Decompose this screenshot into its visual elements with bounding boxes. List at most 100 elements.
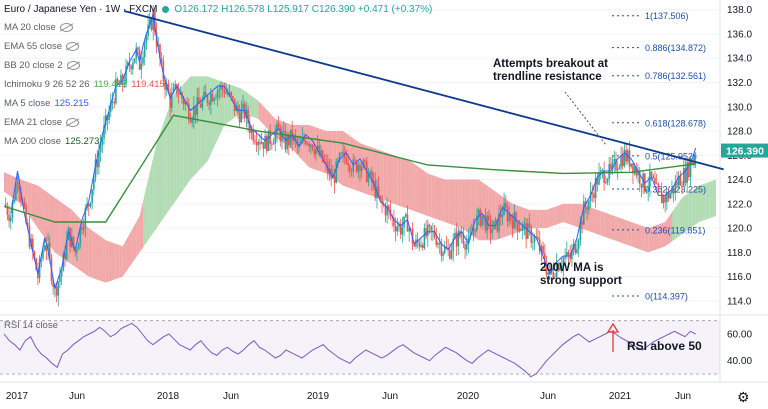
symbol-title[interactable]: Euro / Japanese Yen · 1W · FXCM bbox=[4, 4, 158, 15]
candle-up bbox=[669, 193, 672, 199]
candle-down bbox=[530, 227, 533, 243]
candle-down bbox=[381, 198, 383, 204]
legend-label: EMA 55 close bbox=[4, 41, 63, 52]
candle-up bbox=[559, 267, 561, 271]
candle-up bbox=[213, 98, 216, 102]
candle-down bbox=[399, 224, 402, 235]
legend-value: 125.273 bbox=[65, 136, 100, 147]
candle-down bbox=[435, 237, 438, 245]
price-tick-label: 132.0 bbox=[727, 78, 752, 89]
kumo-bullish-segment bbox=[156, 133, 160, 229]
candle-up bbox=[40, 258, 43, 260]
candle-up bbox=[123, 83, 126, 85]
candle-down bbox=[664, 196, 666, 203]
candle-down bbox=[277, 123, 280, 128]
kumo-bearish-segment bbox=[658, 223, 662, 249]
hidden-eye-icon[interactable] bbox=[59, 22, 73, 32]
candle-up bbox=[281, 132, 283, 142]
candle-up bbox=[471, 233, 473, 235]
kumo-bearish-segment bbox=[441, 178, 445, 223]
kumo-bearish-segment bbox=[383, 151, 388, 202]
kumo-bearish-segment bbox=[600, 211, 605, 237]
kumo-bullish-segment bbox=[248, 93, 252, 117]
candle-down bbox=[496, 219, 499, 232]
candle-up bbox=[662, 196, 665, 204]
candle-up bbox=[589, 192, 592, 202]
candle-down bbox=[377, 186, 380, 196]
kumo-bullish-segment bbox=[675, 202, 679, 239]
kumo-bearish-segment bbox=[98, 235, 103, 282]
candle-up bbox=[555, 264, 558, 277]
candle-up bbox=[215, 97, 217, 99]
candle-up bbox=[547, 272, 549, 275]
kumo-bearish-segment bbox=[387, 152, 391, 203]
hidden-eye-icon[interactable] bbox=[66, 117, 80, 127]
price-tick-label: 118.0 bbox=[727, 248, 752, 259]
kumo-bearish-segment bbox=[407, 160, 411, 210]
hidden-eye-icon[interactable] bbox=[66, 60, 80, 70]
candle-up bbox=[79, 227, 82, 245]
candle-down bbox=[130, 65, 132, 70]
candle-up bbox=[408, 228, 410, 232]
candle-up bbox=[386, 205, 388, 216]
candle-down bbox=[355, 160, 358, 172]
candle-down bbox=[221, 85, 224, 90]
candle-up bbox=[260, 142, 263, 144]
candle-down bbox=[169, 92, 171, 108]
kumo-bullish-segment bbox=[166, 104, 171, 214]
candle-up bbox=[360, 167, 363, 171]
kumo-bullish-segment bbox=[712, 179, 716, 218]
hidden-eye-icon[interactable] bbox=[66, 41, 80, 51]
kumo-bullish-segment bbox=[207, 76, 211, 162]
candle-up bbox=[560, 266, 563, 268]
fib-level-label: 0.5(125.952) bbox=[645, 151, 696, 161]
legend-ma-200-close[interactable]: MA 200 close 125.273 bbox=[4, 136, 99, 148]
candle-down bbox=[199, 103, 202, 108]
rsi-line bbox=[3, 322, 696, 378]
candle-down bbox=[159, 44, 161, 59]
kumo-bearish-segment bbox=[587, 206, 591, 232]
legend-ma-20-close[interactable]: MA 20 close bbox=[4, 22, 73, 34]
kumo-bullish-segment bbox=[671, 207, 676, 242]
kumo-bearish-segment bbox=[468, 179, 472, 236]
kumo-bearish-segment bbox=[502, 196, 506, 238]
candle-down bbox=[545, 265, 548, 275]
kumo-bearish-segment bbox=[570, 203, 574, 226]
legend-bb-20-close-2[interactable]: BB 20 close 2 bbox=[4, 60, 80, 72]
candle-up bbox=[598, 172, 600, 185]
candle-up bbox=[677, 175, 680, 186]
candle-down bbox=[511, 220, 514, 229]
candle-up bbox=[513, 212, 516, 229]
legend-ma-5-close[interactable]: MA 5 close 125.215 bbox=[4, 98, 89, 110]
candle-down bbox=[345, 157, 348, 164]
candle-up bbox=[99, 145, 102, 153]
kumo-bearish-segment bbox=[410, 161, 415, 212]
candle-down bbox=[237, 105, 239, 113]
kumo-bearish-segment bbox=[641, 225, 645, 252]
legend-ema-21-close[interactable]: EMA 21 close bbox=[4, 117, 80, 129]
candle-down bbox=[303, 137, 305, 141]
kumo-bullish-segment bbox=[685, 192, 689, 232]
candle-down bbox=[230, 92, 232, 97]
legend-ichimoku-9-26-52-26[interactable]: Ichimoku 9 26 52 26 119.415 119.415 bbox=[4, 79, 165, 91]
candle-down bbox=[515, 212, 517, 223]
kumo-bearish-segment bbox=[88, 228, 93, 278]
kumo-bullish-segment bbox=[210, 77, 215, 155]
candle-up bbox=[540, 245, 543, 252]
legend-ema-55-close[interactable]: EMA 55 close bbox=[4, 41, 80, 53]
candle-down bbox=[304, 140, 307, 144]
candle-down bbox=[554, 276, 556, 278]
candle-up bbox=[352, 159, 355, 172]
kumo-bearish-segment bbox=[437, 177, 442, 221]
kumo-bullish-segment bbox=[146, 172, 150, 243]
candle-up bbox=[532, 241, 534, 243]
candle-up bbox=[689, 161, 692, 178]
kumo-bearish-segment bbox=[119, 245, 123, 278]
candle-down bbox=[81, 227, 83, 230]
settings-gear-icon[interactable]: ⚙ bbox=[737, 389, 750, 405]
kumo-bearish-segment bbox=[109, 241, 113, 282]
candle-up bbox=[115, 79, 117, 104]
candle-up bbox=[618, 167, 621, 169]
kumo-bullish-segment bbox=[159, 123, 164, 224]
